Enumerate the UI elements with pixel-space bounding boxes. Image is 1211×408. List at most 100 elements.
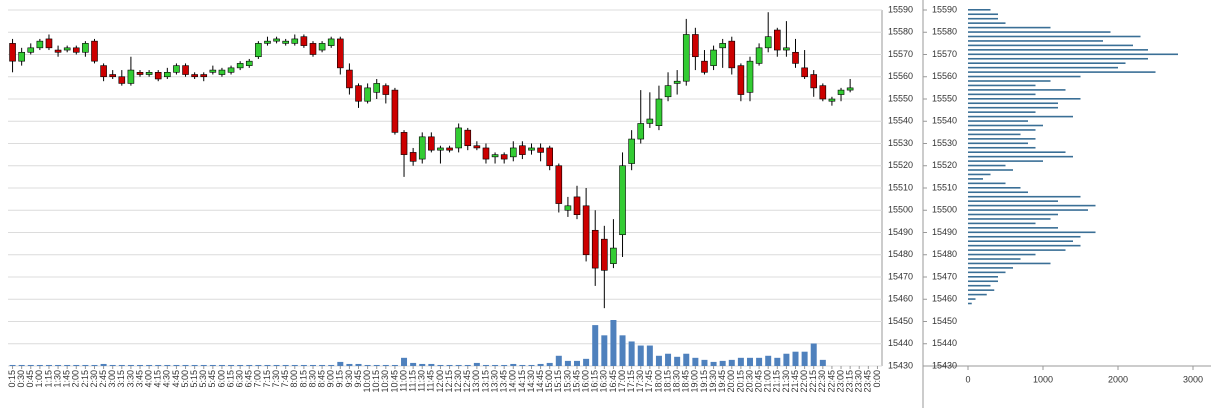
volume-bar [228,364,235,366]
x-tick-label: 3:15 [116,370,126,388]
candle-body [36,40,44,49]
x-tick-label: 23:00 [835,370,845,393]
candle-body [54,49,62,53]
candle-body [455,127,462,149]
candle-body [382,85,390,95]
x-tick-label: 9:15 [335,370,345,388]
y-tick-label: 15530 [888,138,913,148]
x-tick-label: 7:30 [271,370,281,388]
volume-bar [291,364,298,366]
x-tick-label: 19:00 [690,370,700,393]
volume-bar [783,353,790,366]
candle-body [564,205,572,211]
profile-bar [968,111,1036,113]
candle-body [792,51,799,64]
candle-body [418,136,426,160]
y-tick-label: 15540 [888,116,913,126]
volume-bar [665,353,672,366]
volume-bar [309,364,316,366]
volume-bar [319,364,326,366]
x-tick-label: 16:00 [580,370,590,393]
profile-bar [968,71,1156,73]
profile-bar [968,235,1081,238]
candle-body [783,47,790,51]
volume-bar [792,351,799,366]
profile-bar [968,160,1043,162]
profile-bar [968,115,1073,118]
x-tick-label: 6:00 [216,370,226,388]
candle-body [555,165,563,204]
candle-body [828,98,836,102]
profile-bar [968,62,1126,64]
x-tick-label: 12:00 [435,370,445,393]
candle-body [373,83,381,93]
volume-bar [155,364,162,366]
y-tick-label: 15490 [932,227,957,237]
x-tick-label: 10:30 [380,370,390,393]
candle-body [519,145,526,155]
x-tick-label: 13:30 [489,370,499,393]
candle-body [27,47,35,53]
profile-bar [968,244,1081,247]
x-tick-label: 3000 [1183,374,1203,384]
candle-body [391,89,399,133]
profile-bar [968,271,1006,274]
candle-body [801,67,808,78]
x-tick-label: 6:45 [244,370,254,388]
volume-bar [45,364,52,366]
candle-body [118,76,126,84]
profile-bar [968,200,1058,202]
candle-body [746,60,754,93]
candle-body [701,60,708,73]
candle-body [473,145,481,149]
profile-bar [968,209,1088,211]
volume-bar [692,357,699,366]
y-tick-label: 15470 [932,271,957,281]
x-tick-label: 10:45 [389,370,399,393]
y-tick-label: 15520 [932,160,957,170]
volume-bar [428,363,435,366]
volume-bar [355,363,362,366]
candle-body [182,65,189,75]
candle-body [601,238,608,271]
x-tick-label: 6:15 [225,370,235,388]
x-tick-label: 15:15 [553,370,563,393]
x-tick-label: 7:15 [262,370,272,388]
y-tick-label: 15430 [932,360,957,370]
volume-bar [328,364,335,366]
profile-bar [968,258,1021,260]
profile-bar [968,178,983,180]
x-tick-label: 1:00 [34,370,44,388]
x-tick-label: 4:30 [162,370,172,388]
x-tick-label: 7:45 [280,370,290,388]
volume-bar [473,362,480,366]
candle-body [145,72,153,75]
y-tick-label: 15500 [932,205,957,215]
volume-bar [401,357,408,366]
profile-bar [968,53,1178,56]
x-tick-label: 18:30 [672,370,682,393]
x-tick-label: 0:15 [7,370,17,388]
candle-body [655,98,663,127]
volume-bar [482,364,489,366]
volume-bar [410,362,417,366]
volume-bar [619,335,626,366]
profile-bar [968,93,1036,96]
candle-body [682,34,690,82]
y-tick-label: 15560 [888,71,913,81]
candle-body [173,65,180,73]
x-tick-label: 0:45 [25,370,35,388]
volume-bar [273,364,280,366]
x-tick-label: 21:30 [781,370,791,393]
profile-bar [968,262,1051,265]
profile-bar [968,44,1133,47]
y-tick-label: 15590 [888,4,913,14]
candle-body [509,147,517,158]
volume-bar [719,360,726,366]
volume-bar [182,364,189,366]
x-tick-label: 9:00 [326,370,336,388]
profile-bar [968,249,1066,251]
x-tick-label: 13:00 [471,370,481,393]
candle-body [446,147,453,151]
